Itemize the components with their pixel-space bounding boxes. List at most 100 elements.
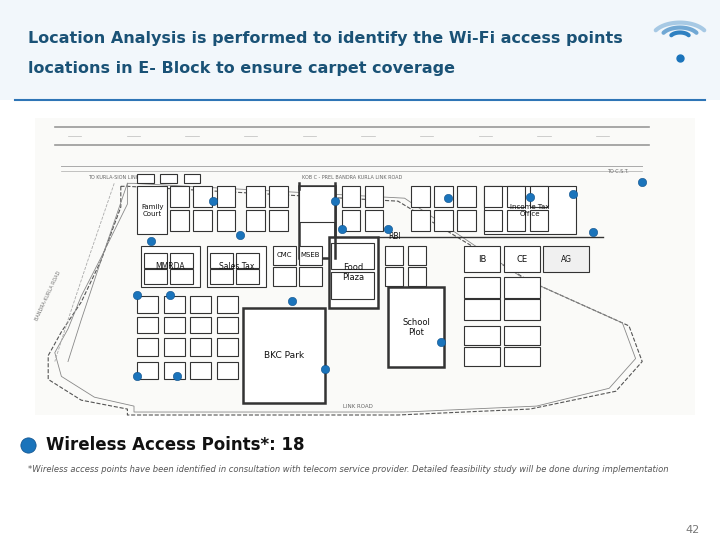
Bar — [503, 347, 540, 366]
Bar — [457, 210, 476, 231]
Bar — [299, 186, 336, 222]
Text: Food
Plaza: Food Plaza — [343, 263, 364, 282]
Bar — [190, 317, 211, 333]
Bar — [217, 210, 235, 231]
Text: School
Plot: School Plot — [402, 318, 430, 337]
Bar — [236, 253, 259, 268]
Bar — [342, 210, 361, 231]
Bar — [464, 326, 500, 345]
Bar — [161, 174, 177, 184]
Bar — [273, 246, 296, 265]
Bar — [329, 237, 378, 308]
Bar — [171, 253, 194, 268]
Text: LINK ROAD: LINK ROAD — [343, 403, 374, 409]
Bar — [484, 210, 503, 231]
Text: 42: 42 — [685, 525, 700, 535]
Bar — [330, 273, 374, 299]
Bar — [388, 287, 444, 368]
Bar — [342, 186, 361, 207]
Text: IB: IB — [478, 254, 486, 264]
Bar — [163, 338, 185, 356]
Bar — [484, 186, 503, 207]
Bar — [411, 210, 430, 231]
Bar — [207, 246, 266, 287]
Bar — [507, 186, 526, 207]
Text: TO C.S.T.: TO C.S.T. — [608, 169, 629, 174]
Bar — [503, 277, 540, 298]
Text: Income Tax
Office: Income Tax Office — [510, 204, 549, 217]
Bar — [190, 362, 211, 380]
Text: CE: CE — [516, 254, 527, 264]
Text: Wireless Access Points*: 18: Wireless Access Points*: 18 — [46, 436, 305, 454]
Bar — [299, 267, 322, 286]
Text: Family
Court: Family Court — [141, 204, 163, 217]
Bar — [35, 118, 695, 415]
Bar — [503, 299, 540, 320]
Bar — [464, 299, 500, 320]
Bar — [464, 347, 500, 366]
Bar — [171, 210, 189, 231]
Bar — [365, 186, 384, 207]
Bar — [190, 296, 211, 313]
Bar — [408, 246, 426, 265]
Bar — [217, 186, 235, 207]
Bar — [464, 277, 500, 298]
Bar — [365, 210, 384, 231]
Bar — [138, 362, 158, 380]
Bar — [140, 246, 200, 287]
Text: CMC: CMC — [276, 252, 292, 258]
Bar — [194, 186, 212, 207]
Text: AG: AG — [561, 254, 572, 264]
Bar — [464, 246, 500, 273]
Text: BKC Park: BKC Park — [264, 351, 305, 360]
Bar — [138, 317, 158, 333]
Bar — [411, 186, 430, 207]
Bar — [217, 296, 238, 313]
Bar — [138, 186, 167, 234]
Text: Sales Tax: Sales Tax — [219, 262, 254, 271]
Bar — [273, 267, 296, 286]
Text: MMRDA: MMRDA — [156, 262, 185, 271]
Bar — [243, 308, 325, 403]
Text: Location Analysis is performed to identify the Wi-Fi access points: Location Analysis is performed to identi… — [28, 30, 623, 45]
Bar — [217, 317, 238, 333]
Bar — [384, 267, 403, 286]
Bar — [171, 186, 189, 207]
Bar — [163, 317, 185, 333]
Bar — [144, 269, 167, 285]
Bar — [434, 210, 453, 231]
Bar — [503, 326, 540, 345]
Text: locations in E- Block to ensure carpet coverage: locations in E- Block to ensure carpet c… — [28, 60, 455, 76]
Bar — [330, 243, 374, 269]
Bar — [217, 338, 238, 356]
Bar — [434, 186, 453, 207]
Bar — [0, 0, 720, 100]
Bar — [163, 296, 185, 313]
Bar — [246, 210, 265, 231]
Text: MSEB: MSEB — [301, 252, 320, 258]
Bar — [543, 246, 590, 273]
Bar — [236, 269, 259, 285]
Bar — [503, 246, 540, 273]
Bar — [246, 186, 265, 207]
Bar — [299, 186, 336, 258]
Bar — [163, 362, 185, 380]
Text: TO KURLA-SION LINK WAY: TO KURLA-SION LINK WAY — [88, 175, 151, 180]
Bar — [138, 296, 158, 313]
Bar — [269, 210, 288, 231]
Bar — [138, 174, 154, 184]
Text: BANDRA-KURLA ROAD: BANDRA-KURLA ROAD — [35, 271, 62, 322]
Bar — [384, 246, 403, 265]
Bar — [530, 210, 549, 231]
Bar — [171, 269, 194, 285]
Text: *Wireless access points have been identified in consultation with telecom servic: *Wireless access points have been identi… — [28, 465, 668, 475]
Bar — [184, 174, 200, 184]
Bar — [269, 186, 288, 207]
Bar — [408, 267, 426, 286]
Bar — [530, 186, 549, 207]
Bar — [457, 186, 476, 207]
Bar — [507, 210, 526, 231]
Bar — [194, 210, 212, 231]
Bar — [190, 338, 211, 356]
Bar — [210, 253, 233, 268]
